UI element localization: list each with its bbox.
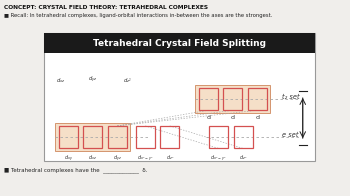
Text: $d_{xy}$: $d_{xy}$ xyxy=(64,153,73,164)
Bar xyxy=(234,126,253,149)
Text: $d_{yz}$: $d_{yz}$ xyxy=(88,75,98,85)
Bar xyxy=(209,126,229,149)
Bar xyxy=(55,123,130,152)
Bar xyxy=(160,126,179,149)
Text: t₂ set: t₂ set xyxy=(282,94,299,100)
Text: $d_{xz}$: $d_{xz}$ xyxy=(56,76,66,85)
Text: d: d xyxy=(255,115,259,120)
Bar xyxy=(195,85,270,113)
Text: $d_{z^2}$: $d_{z^2}$ xyxy=(166,153,174,162)
Text: d: d xyxy=(231,115,235,120)
Text: CONCEPT: CRYSTAL FIELD THEORY: TETRAHEDRAL COMPLEXES: CONCEPT: CRYSTAL FIELD THEORY: TETRAHEDR… xyxy=(4,5,208,10)
Text: e set: e set xyxy=(282,132,298,138)
Text: ■ Tetrahedral complexes have the  _____________  δ.: ■ Tetrahedral complexes have the _______… xyxy=(4,168,147,173)
Text: $d_{yz}$: $d_{yz}$ xyxy=(113,153,122,164)
Text: $d_{xz}$: $d_{xz}$ xyxy=(88,153,97,162)
Bar xyxy=(108,126,127,149)
Text: d: d xyxy=(206,115,210,120)
Bar xyxy=(199,88,218,110)
Bar xyxy=(135,126,155,149)
Text: Tetrahedral Crystal Field Splitting: Tetrahedral Crystal Field Splitting xyxy=(93,39,266,48)
Text: ■ Recall: In tetrahedral complexes, ligand-orbital interactions in-between the a: ■ Recall: In tetrahedral complexes, liga… xyxy=(4,13,272,18)
Text: $d_{z^2}$: $d_{z^2}$ xyxy=(239,153,247,162)
Bar xyxy=(59,126,78,149)
Bar xyxy=(44,33,315,161)
Bar xyxy=(44,33,315,53)
Bar xyxy=(83,126,102,149)
Text: $d_{x^2-y^2}$: $d_{x^2-y^2}$ xyxy=(137,153,154,164)
Bar xyxy=(248,88,267,110)
Text: $d_{z^2}$: $d_{z^2}$ xyxy=(123,76,132,85)
Text: $d_{x^2-y^2}$: $d_{x^2-y^2}$ xyxy=(210,153,227,164)
Bar xyxy=(223,88,243,110)
